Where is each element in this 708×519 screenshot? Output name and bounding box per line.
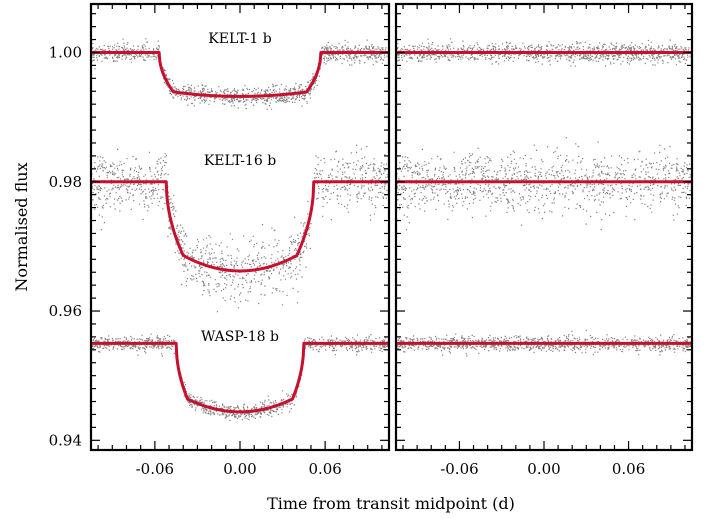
residual-panel-frame (394, 2, 694, 452)
y-tick-label: 0.98 (49, 173, 82, 191)
residual-model-lines (396, 50, 692, 345)
residual-panel (394, 2, 694, 452)
x-tick-label-right: -0.06 (440, 460, 478, 478)
planet-label-wasp-18b: WASP-18 b (201, 329, 279, 345)
x-tick-labels: -0.06 0.00 0.06 -0.06 0.00 0.06 (136, 460, 646, 478)
x-tick-label-left: 0.00 (223, 460, 256, 478)
planet-label-kelt-1b: KELT-1 b (208, 31, 271, 47)
y-axis-label: Normalised flux (12, 162, 31, 291)
y-tick-label: 1.00 (49, 43, 82, 61)
model-curve-2 (90, 341, 390, 414)
y-tick-label: 0.94 (49, 431, 82, 449)
x-tick-label-right: 0.06 (612, 460, 645, 478)
y-tick-labels: 0.94 0.96 0.98 1.00 (49, 43, 82, 449)
x-tick-label-left: -0.06 (136, 460, 174, 478)
model-curve-0 (90, 50, 390, 98)
residual-points-1 (396, 137, 693, 231)
transit-panel: KELT-1 b KELT-16 b WASP-18 b (89, 2, 391, 452)
transit-panel-frame (89, 2, 391, 452)
model-curve-1 (90, 180, 390, 273)
y-tick-label: 0.96 (49, 302, 82, 320)
x-tick-label-left: 0.06 (308, 460, 341, 478)
residual-points-0 (396, 38, 693, 70)
x-axis-label: Time from transit midpoint (d) (267, 494, 515, 513)
x-tick-label-right: 0.00 (527, 460, 560, 478)
transit-model-curves (90, 50, 390, 414)
planet-label-kelt-16b: KELT-16 b (204, 153, 276, 169)
